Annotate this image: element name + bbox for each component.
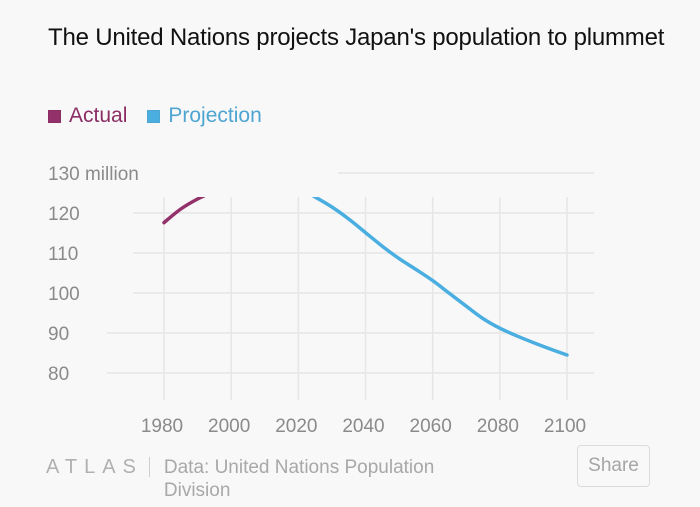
x-tick-label: 2020 (275, 416, 317, 437)
gridlines (107, 172, 594, 400)
series-lines (162, 197, 569, 357)
x-tick-label: 2060 (410, 416, 452, 437)
y-tick-label: 110 (48, 244, 78, 265)
series-line-actual (162, 197, 206, 225)
line-chart: 80 90 100 110 120 130 million 1980 2000 2020 204… (48, 164, 594, 437)
legend: Actual Projection (48, 104, 282, 128)
chart-title: The United Nations projects Japan's popu… (48, 24, 665, 51)
legend-swatch-projection (147, 109, 161, 123)
y-tick-label: 90 (48, 324, 69, 345)
legend-item-actual: Actual (48, 104, 127, 128)
y-tick-label: 80 (48, 364, 69, 385)
legend-swatch-actual (48, 109, 61, 123)
x-tick-label: 2040 (342, 416, 384, 437)
legend-item-projection: Projection (147, 104, 262, 128)
x-tick-label: 2000 (208, 416, 250, 437)
footer-divider (148, 457, 150, 477)
share-button[interactable]: Share (577, 445, 650, 487)
legend-label-projection: Projection (168, 104, 262, 127)
data-source: Data: United Nations Population Division (163, 457, 435, 501)
y-tick-label: 130 million (48, 164, 139, 185)
x-tick-label: 1980 (141, 416, 183, 437)
series-line-projection (311, 197, 569, 357)
footer: ATLAS Data: United Nations Population Di… (46, 454, 494, 502)
y-tick-label: 120 (48, 204, 80, 225)
atlas-logo: ATLAS (46, 456, 143, 478)
x-tick-label: 2080 (477, 416, 519, 437)
y-tick-label: 100 (48, 284, 80, 305)
y-axis-ticks: 80 90 100 110 120 130 million (48, 164, 139, 385)
x-axis-ticks: 1980 2000 2020 2040 2060 2080 2100 (141, 416, 586, 437)
legend-label-actual: Actual (69, 104, 128, 127)
x-tick-label: 2100 (544, 416, 586, 437)
